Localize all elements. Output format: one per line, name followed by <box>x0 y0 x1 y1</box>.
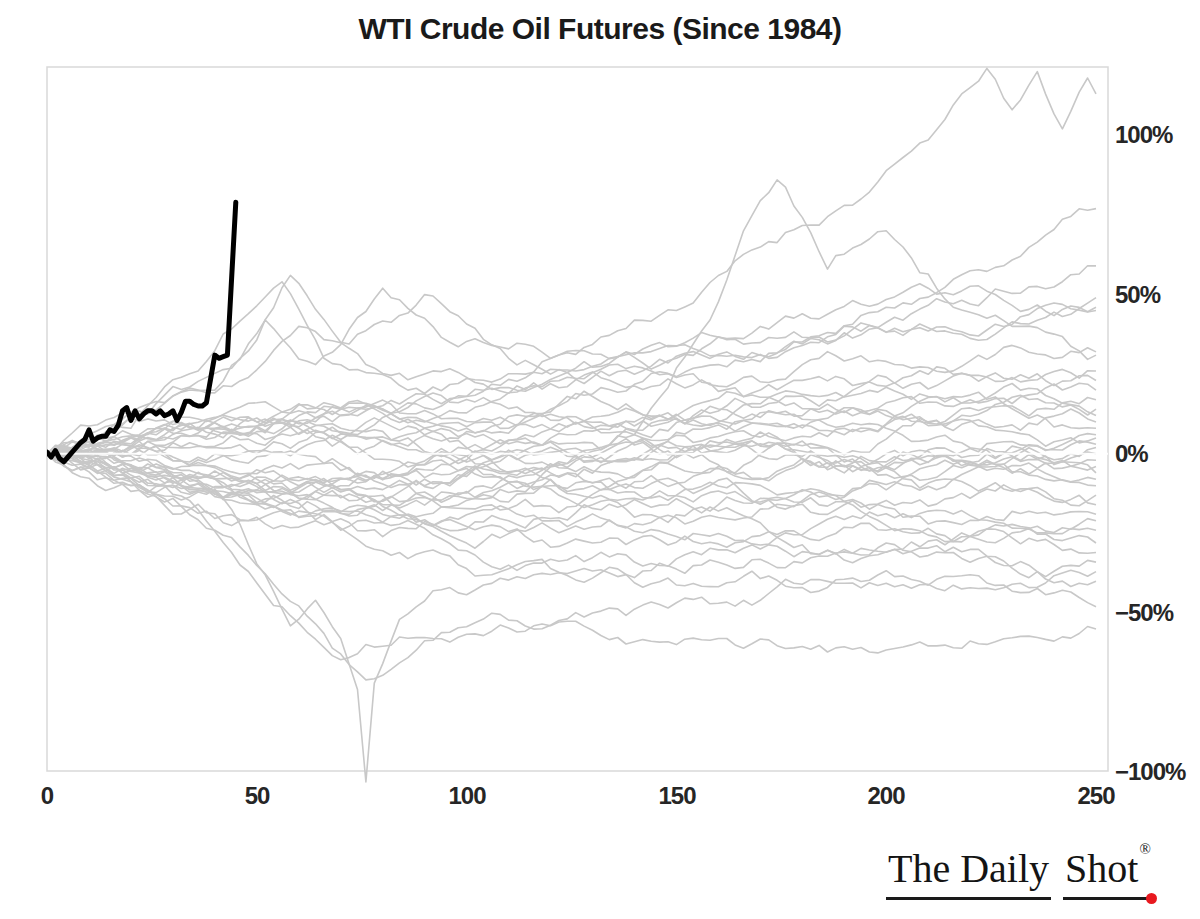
x-tick-200: 200 <box>856 782 916 810</box>
background-series-lines <box>47 68 1096 782</box>
current-year-path <box>47 202 236 462</box>
prior-year-path <box>47 68 1096 453</box>
daily-shot-logo: The DailyShot® <box>886 841 1153 900</box>
x-tick-150: 150 <box>647 782 707 810</box>
prior-year-path <box>47 373 1096 457</box>
y-tick-0: 0% <box>1115 439 1195 469</box>
logo-text-the-daily: The Daily <box>886 845 1051 900</box>
logo-text-shot: Shot® <box>1063 841 1153 900</box>
chart-canvas: WTI Crude Oil Futures (Since 1984) 0 50 … <box>0 0 1200 919</box>
logo-red-dot-icon <box>1146 893 1157 904</box>
x-tick-0: 0 <box>17 782 77 810</box>
y-tick-100: 100% <box>1115 120 1195 150</box>
y-tick-neg100: −100% <box>1115 757 1195 787</box>
highlight-series-line <box>47 202 236 462</box>
y-tick-50: 50% <box>1115 280 1195 310</box>
y-tick-neg50: −50% <box>1115 598 1195 628</box>
x-tick-50: 50 <box>227 782 287 810</box>
registered-trademark-icon: ® <box>1139 841 1150 857</box>
x-tick-100: 100 <box>437 782 497 810</box>
logo-shot-word: Shot <box>1065 846 1138 891</box>
plot-area <box>0 0 1200 919</box>
